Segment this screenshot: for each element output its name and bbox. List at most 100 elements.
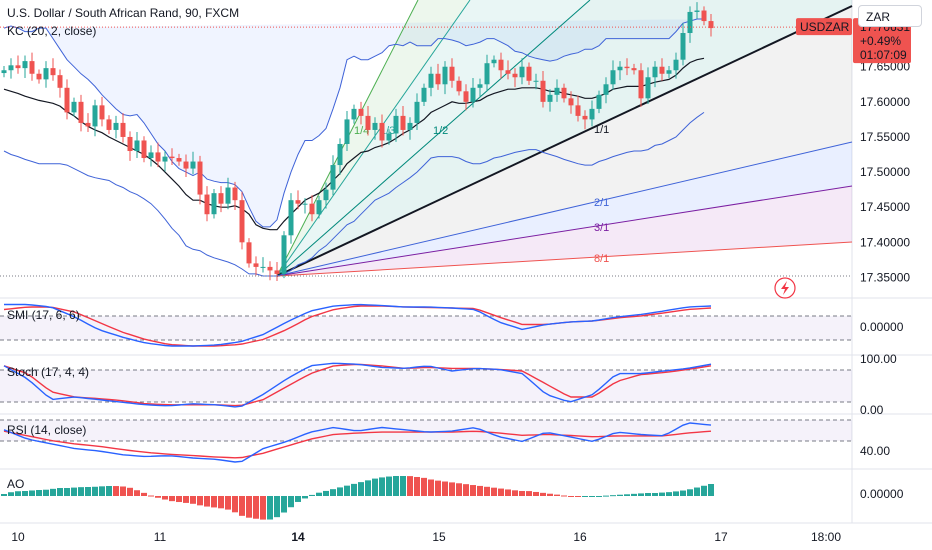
candle-body [113, 122, 119, 130]
candle [652, 61, 658, 88]
time-tick-label: 18:00 [811, 530, 841, 544]
candle-body [57, 75, 63, 88]
candle [162, 151, 168, 172]
fan-line [276, 185, 853, 277]
ao-bar [99, 486, 105, 496]
fan-line [276, 0, 471, 277]
ao-bar [92, 486, 98, 496]
ao-bar [540, 492, 546, 496]
candle-body [64, 87, 70, 113]
ao-bar [309, 494, 315, 496]
ao-bar [260, 496, 266, 520]
candle [141, 136, 147, 163]
candle-body [659, 66, 665, 74]
candle-body [99, 105, 105, 120]
pane-label-rsi: RSI (14, close) [7, 423, 87, 437]
currency-select[interactable]: ZAR [858, 5, 922, 27]
price-tag [853, 18, 911, 64]
candle [22, 55, 28, 78]
candle [379, 114, 385, 148]
candle [267, 261, 273, 281]
candle-body [344, 119, 350, 144]
ao-bar [463, 484, 469, 496]
candle [281, 231, 287, 279]
candle [365, 106, 371, 136]
smi-band [0, 316, 852, 340]
candle [519, 58, 525, 85]
candle [148, 145, 154, 167]
candle [29, 52, 35, 81]
pane-label-stoch: Stoch (17, 4, 4) [7, 365, 90, 379]
ao-bar [498, 488, 504, 496]
candle-body [358, 108, 364, 116]
ao-bar [484, 486, 490, 496]
ao-bar [589, 496, 595, 497]
candle [1, 66, 7, 78]
ao-bar [393, 476, 399, 496]
candle [386, 129, 392, 145]
ao-bar [449, 482, 455, 496]
ao-bar [246, 496, 252, 518]
candle-body [1, 70, 7, 74]
candle [113, 115, 119, 139]
stoch-tick-label-high: 100.00 [860, 352, 897, 366]
candle [708, 14, 714, 37]
candle-body [365, 115, 371, 130]
candle-body [71, 101, 77, 113]
ao-bar [575, 496, 581, 497]
candle [204, 186, 210, 222]
candle-body [246, 242, 252, 264]
ao-bar [652, 493, 658, 496]
candle-body [183, 161, 189, 169]
ao-bar [316, 492, 322, 496]
ao-bar [127, 487, 133, 496]
ao-bar [687, 489, 693, 496]
candle-body [533, 80, 539, 82]
candle-body [267, 266, 273, 271]
price-tick-label: 17.65000 [860, 60, 910, 74]
candle-body [15, 65, 21, 69]
candle [36, 69, 42, 84]
candle [449, 58, 455, 88]
ao-bar [554, 494, 560, 496]
candle-body [428, 73, 434, 88]
candle [414, 93, 420, 130]
candle [596, 90, 602, 114]
candle [155, 142, 161, 168]
candle-body [274, 270, 280, 274]
ao-bar [225, 496, 231, 510]
candle-body [463, 91, 469, 102]
candle-body [155, 152, 161, 162]
keltner-lower-line [3, 111, 705, 277]
ao-bar [519, 491, 525, 496]
ao-bar [204, 496, 210, 507]
fan-label: 1/4 [354, 125, 369, 137]
candle-body [316, 200, 322, 215]
ao-bar [169, 496, 175, 502]
candle-body [673, 59, 679, 71]
candle [610, 60, 616, 90]
price-tick-label: 17.50000 [860, 165, 910, 179]
candle [512, 68, 518, 88]
ao-bar [239, 496, 245, 516]
ao-bar [631, 493, 637, 496]
candle-body [253, 263, 259, 267]
candle [190, 151, 196, 175]
lightning-glyph [781, 281, 789, 295]
ao-bar [694, 487, 700, 496]
ao-bar [526, 491, 532, 496]
candle-body [134, 140, 140, 152]
fan-line [276, 141, 853, 277]
candle [435, 63, 441, 90]
symbol-tag [796, 18, 852, 36]
candle-body [176, 158, 182, 162]
ao-bar [407, 476, 413, 496]
candle [15, 55, 21, 74]
candle [176, 153, 182, 166]
candle-body [351, 108, 357, 120]
candle [225, 177, 231, 210]
ao-bar [603, 495, 609, 497]
candle [463, 84, 469, 111]
ao-bar [190, 496, 196, 504]
